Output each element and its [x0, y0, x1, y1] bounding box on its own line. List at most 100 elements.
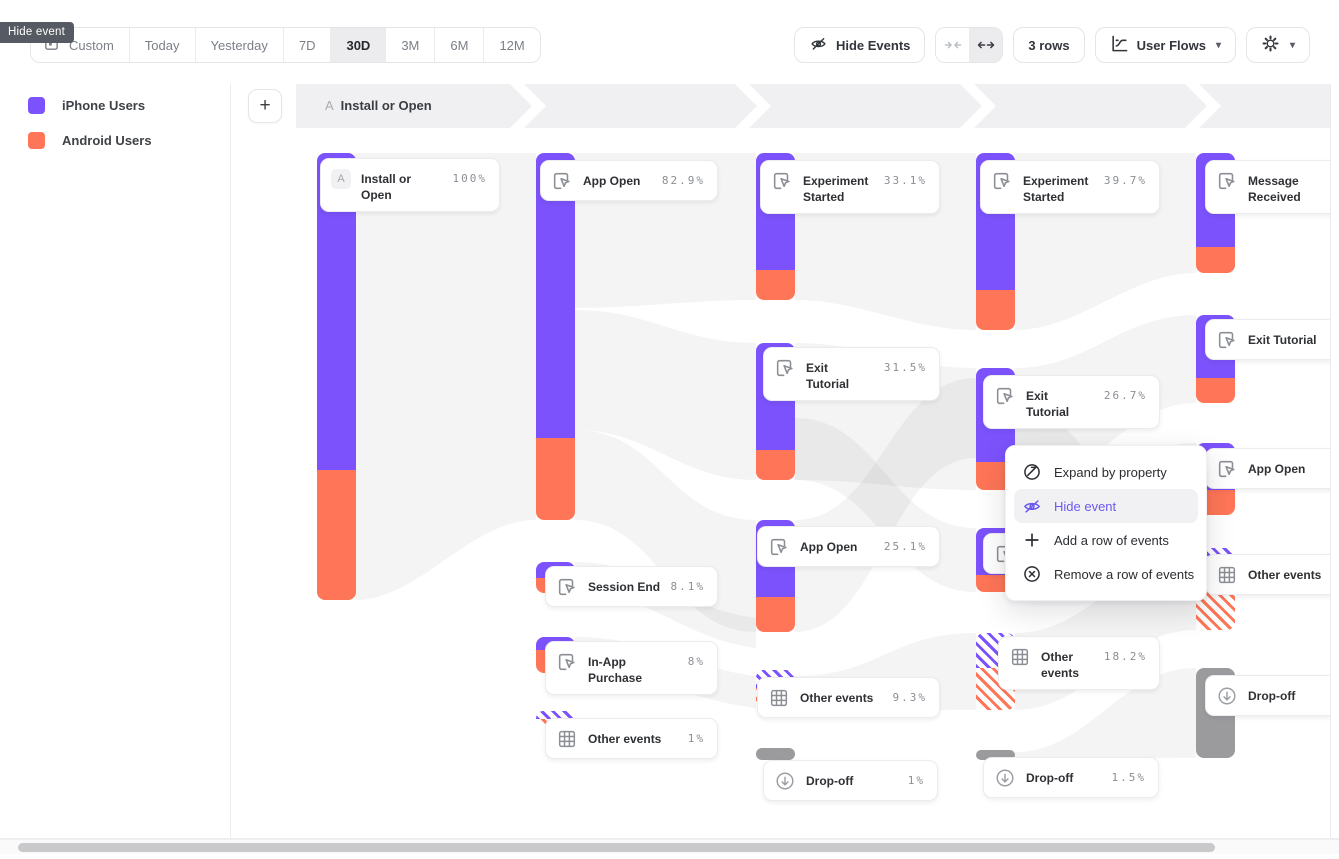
drop-off-icon [1216, 685, 1238, 707]
android-segment[interactable] [317, 470, 356, 600]
grid-icon [1216, 564, 1238, 586]
date-range-label: Today [144, 37, 180, 53]
flow-node-bar[interactable] [536, 153, 575, 520]
date-range-6m[interactable]: 6M [435, 28, 485, 62]
collapse-columns-button[interactable] [936, 28, 970, 62]
horizontal-scrollbar[interactable] [0, 839, 1339, 854]
event-card-drop-off[interactable]: Drop-off [1205, 675, 1330, 716]
expand-property-icon [1022, 462, 1042, 482]
event-percent: 1% [687, 732, 705, 745]
event-card-other-events[interactable]: Other events 1% [545, 718, 718, 759]
menu-item-label: Hide event [1054, 498, 1117, 514]
event-card-session-end[interactable]: Session End 8.1% [545, 566, 718, 607]
flow-node-bar[interactable] [317, 153, 356, 600]
android-segment[interactable] [1196, 247, 1235, 273]
menu-item-label: Add a row of events [1054, 532, 1169, 548]
collapse-arrows-icon [944, 41, 962, 49]
event-percent: 26.7% [1103, 389, 1147, 402]
android-segment[interactable] [756, 597, 795, 632]
tap-event-icon [991, 170, 1013, 192]
event-percent: 1% [907, 774, 925, 787]
android-segment[interactable] [536, 438, 575, 520]
android-segment[interactable] [976, 290, 1015, 330]
event-card-exit-tutorial[interactable]: Exit Tutorial [1205, 319, 1330, 360]
menu-item-hide-event[interactable]: Hide event [1014, 489, 1198, 523]
drop-off-segment[interactable] [756, 748, 795, 760]
date-range-custom[interactable]: Custom [31, 28, 130, 62]
drop-off-bar[interactable] [756, 748, 795, 760]
toolbar-right-controls: Hide Events 3 rows [793, 27, 1310, 63]
flow-chart-icon [1110, 34, 1129, 56]
event-card-message-received[interactable]: Message Received [1205, 160, 1330, 215]
step-header-band[interactable] [296, 84, 1330, 128]
event-card-install-or-open[interactable]: A Install or Open 100% [320, 158, 500, 213]
android-segment[interactable] [756, 450, 795, 480]
date-range-label: 7D [298, 37, 316, 53]
android-segment[interactable] [1196, 378, 1235, 403]
date-range-30d[interactable]: 30D [331, 28, 387, 62]
event-percent: 9.3% [892, 691, 927, 704]
date-range-today[interactable]: Today [129, 28, 196, 62]
step-badge: A [325, 98, 334, 113]
drop-off-segment[interactable] [976, 750, 1015, 760]
event-card-experiment-started[interactable]: Experiment Started 33.1% [760, 160, 940, 215]
view-type-button[interactable]: User Flows ▾ [1094, 27, 1236, 63]
event-card-app-open[interactable]: App Open 82.9% [540, 160, 718, 201]
legend-item-android[interactable]: Android Users [28, 132, 230, 149]
event-label: Drop-off [806, 774, 854, 788]
menu-item-expand-by-property[interactable]: Expand by property [1014, 455, 1198, 489]
drop-off-icon [994, 767, 1016, 789]
event-label: Message Received [1248, 174, 1301, 205]
rows-count-button[interactable]: 3 rows [1013, 27, 1085, 63]
date-range-yesterday[interactable]: Yesterday [195, 28, 284, 62]
event-card-in-app-purchase[interactable]: In-App Purchase 8% [545, 641, 718, 696]
android-segment[interactable] [756, 270, 795, 300]
android-color-swatch [28, 132, 45, 149]
tap-event-icon [774, 357, 796, 379]
tap-event-icon [994, 385, 1016, 407]
date-range-3m[interactable]: 3M [386, 28, 436, 62]
grid-icon [556, 728, 578, 750]
scrollbar-thumb[interactable] [18, 843, 1215, 852]
event-percent: 82.9% [661, 174, 705, 187]
event-label: App Open [1248, 462, 1306, 476]
event-card-drop-off[interactable]: Drop-off 1.5% [983, 757, 1159, 798]
top-toolbar: Custom Today Yesterday 7D 30D 3M 6M 12M … [0, 0, 1339, 84]
plus-icon: + [259, 95, 271, 116]
menu-item-label: Expand by property [1054, 464, 1167, 480]
event-percent: 1.5% [1111, 771, 1146, 784]
event-label: Exit Tutorial [806, 361, 850, 392]
event-card-drop-off[interactable]: Drop-off 1% [763, 760, 938, 801]
date-range-label: 3M [401, 37, 420, 53]
event-label: Experiment Started [803, 174, 869, 205]
step-label: Install or Open [340, 98, 432, 113]
event-card-experiment-started[interactable]: Experiment Started 39.7% [980, 160, 1160, 215]
menu-item-remove-row[interactable]: Remove a row of events [1014, 557, 1198, 591]
tap-event-icon [556, 651, 578, 673]
expand-columns-button[interactable] [969, 28, 1003, 62]
event-card-app-open[interactable]: App Open [1205, 448, 1330, 489]
date-range-12m[interactable]: 12M [484, 28, 540, 62]
drop-off-bar[interactable] [976, 750, 1015, 760]
legend-item-iphone[interactable]: iPhone Users [28, 97, 230, 114]
event-card-exit-tutorial[interactable]: Exit Tutorial 26.7% [983, 375, 1160, 430]
hide-events-button[interactable]: Hide Events [793, 27, 926, 63]
menu-item-add-row[interactable]: Add a row of events [1014, 523, 1198, 557]
date-range-label: Custom [69, 37, 114, 53]
iphone-hatched-segment[interactable] [536, 711, 575, 719]
add-step-button[interactable]: + [248, 89, 282, 123]
event-card-other-events[interactable]: Other events [1205, 554, 1330, 595]
event-card-app-open[interactable]: App Open 25.1% [757, 526, 940, 567]
date-range-7d[interactable]: 7D [283, 28, 332, 62]
event-label: Drop-off [1026, 771, 1074, 785]
step-header-label: A Install or Open [325, 98, 432, 113]
event-card-other-events[interactable]: Other events 9.3% [757, 677, 940, 718]
iphone-hatched-segment[interactable] [1196, 548, 1235, 556]
settings-button[interactable]: ▾ [1245, 27, 1310, 63]
event-card-exit-tutorial[interactable]: Exit Tutorial 31.5% [763, 347, 940, 402]
event-card-other-events[interactable]: Other events 18.2% [998, 636, 1160, 691]
event-label: In-App Purchase [588, 655, 643, 686]
tap-event-icon [771, 170, 793, 192]
remove-circle-icon [1022, 564, 1042, 584]
event-percent: 8% [687, 655, 705, 668]
